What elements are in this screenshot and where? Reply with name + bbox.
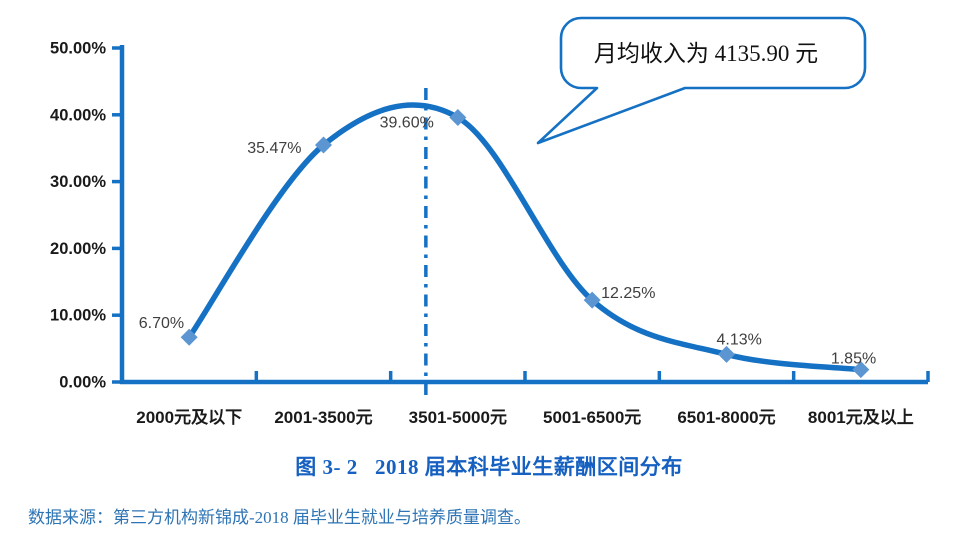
y-axis-tick-label: 10.00% <box>50 307 106 325</box>
y-axis-tick-label: 40.00% <box>50 106 106 124</box>
data-point-value-label: 1.85% <box>831 351 876 368</box>
mean-income-callout-text: 月均收入为 4135.90 元 <box>594 41 818 66</box>
y-axis-tick-label: 0.00% <box>59 374 106 392</box>
chart-title: 图 3- 2 2018 届本科毕业生薪酬区间分布 <box>295 455 683 479</box>
x-axis-category-label: 8001元及以上 <box>808 408 914 427</box>
data-point-value-label: 6.70% <box>139 315 184 332</box>
data-point-diamond <box>718 345 735 363</box>
data-point-value-label: 39.60% <box>380 114 434 131</box>
y-axis-tick-label: 50.00% <box>50 40 106 58</box>
data-point-diamond <box>315 136 332 154</box>
data-point-labels: 6.70% 35.47% 39.60% 12.25% 4.13% 1.85% <box>139 114 876 367</box>
data-point-diamond <box>852 361 870 379</box>
data-point-markers <box>180 108 870 379</box>
data-point-value-label: 4.13% <box>717 331 762 348</box>
x-axis-category-label: 2000元及以下 <box>136 408 242 427</box>
data-point-value-label: 12.25% <box>601 285 655 302</box>
speech-bubble-shape <box>536 16 867 145</box>
x-axis-category-label: 3501-5000元 <box>409 408 507 427</box>
salary-distribution-line-chart: 0.00% 10.00% 20.00% 30.00% 40.00% 50.00% 2000元… <box>50 16 930 427</box>
data-point-diamond <box>180 328 198 346</box>
data-source-note: 数据来源：第三方机构新锦成-2018 届毕业生就业与培养质量调查。 <box>28 508 531 527</box>
chart-axes: 0.00% 10.00% 20.00% 30.00% 40.00% 50.00% 2000元… <box>50 40 930 427</box>
y-axis-tick-label: 30.00% <box>50 173 106 191</box>
mean-income-callout: 月均收入为 4135.90 元 <box>536 16 867 145</box>
data-point-diamond <box>583 291 601 309</box>
y-axis-tick-label: 20.00% <box>50 240 106 258</box>
x-axis-category-label: 5001-6500元 <box>543 408 641 427</box>
data-point-value-label: 35.47% <box>247 140 301 157</box>
x-axis-category-label: 6501-8000元 <box>677 408 775 427</box>
data-point-diamond <box>449 108 467 126</box>
x-axis-category-label: 2001-3500元 <box>274 408 372 427</box>
